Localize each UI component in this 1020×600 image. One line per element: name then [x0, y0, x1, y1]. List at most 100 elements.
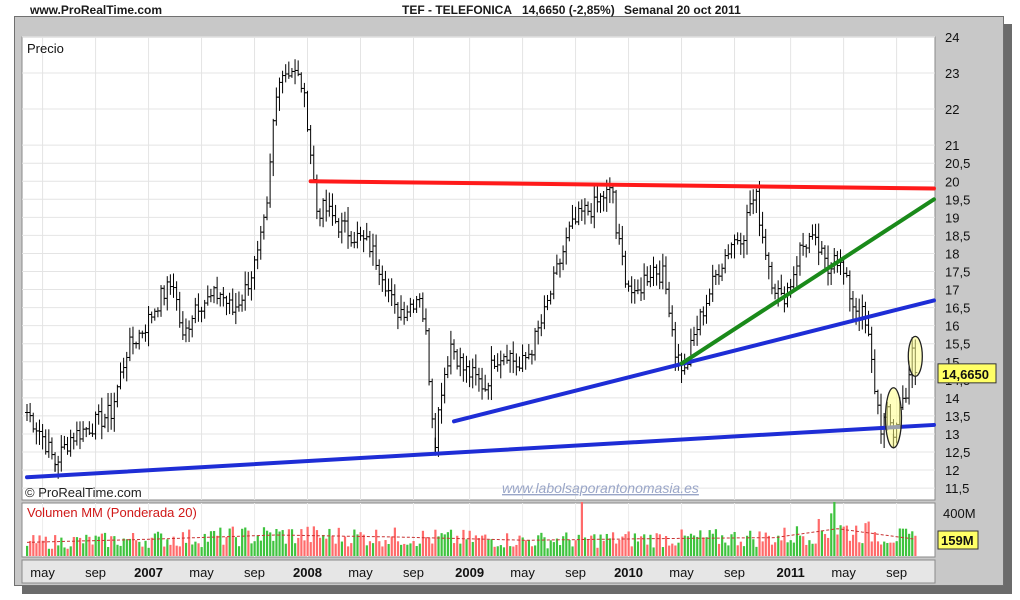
volume-bar [702, 537, 705, 556]
volume-bar [166, 539, 169, 556]
volume-bar [562, 536, 565, 556]
volume-bar [689, 533, 693, 556]
volume-bar [459, 543, 462, 556]
y-tick-label: 19 [945, 210, 959, 225]
volume-bar [705, 537, 708, 556]
volume-bar [306, 526, 309, 556]
volume-bar [228, 528, 231, 556]
volume-bar [421, 530, 425, 556]
volume-bar [234, 537, 238, 556]
site-label[interactable]: www.ProRealTime.com [30, 3, 163, 17]
volume-bar [318, 537, 322, 556]
volume-bar [147, 547, 150, 556]
volume-bar [191, 544, 194, 556]
y-tick-label: 20,5 [945, 156, 970, 171]
volume-bar [621, 536, 624, 556]
volume-bar [755, 546, 758, 556]
volume-bar [780, 540, 783, 556]
volume-bar [827, 537, 830, 556]
volume-bar [817, 518, 820, 556]
y-tick-label: 18,5 [945, 228, 970, 243]
volume-bar [141, 546, 144, 556]
volume-bar [281, 530, 284, 556]
last-volume-box [937, 530, 979, 550]
volume-bar [599, 534, 602, 556]
volume-bar [867, 521, 870, 556]
volume-bar [593, 534, 596, 556]
volume-bar [309, 542, 312, 556]
volume-bar [35, 543, 38, 556]
volume-bar [534, 545, 537, 556]
volume-bar [683, 535, 686, 556]
x-tick-label: sep [85, 565, 106, 580]
volume-bar [456, 535, 459, 556]
y-tick-label: 17,5 [945, 265, 970, 280]
y-tick-label: 20 [945, 174, 959, 189]
volume-bar [643, 534, 646, 556]
y-tick-label: 21 [945, 138, 959, 153]
volume-bar [736, 545, 739, 556]
x-tick-label: may [189, 565, 214, 580]
volume-bar [876, 541, 880, 556]
volume-bar [122, 538, 125, 556]
volume-bar [194, 541, 197, 556]
volume-bar [808, 540, 811, 556]
volume-bar [484, 534, 487, 556]
volume-bar [795, 526, 799, 556]
volume-bar [347, 546, 350, 556]
volume-bar [908, 533, 911, 556]
volume-bar [574, 540, 577, 556]
volume-bar [767, 535, 771, 556]
volume-bar [587, 539, 590, 556]
volume-bar [343, 536, 347, 556]
volume-bar [633, 533, 636, 556]
y-tick-label: 19,5 [945, 192, 970, 207]
volume-bar [512, 546, 515, 556]
volume-bar [805, 544, 808, 556]
volume-bar [752, 539, 755, 556]
volume-bar [839, 525, 842, 556]
volume-bar [855, 525, 858, 556]
volume-bar [169, 544, 172, 556]
x-tick-label: sep [724, 565, 745, 580]
volume-bar [428, 537, 431, 556]
y-tick-label: 14 [945, 391, 959, 406]
volume-bar [555, 538, 559, 556]
volume-bar [303, 540, 306, 556]
volume-bar [671, 543, 674, 556]
y-tick-label: 16,5 [945, 301, 970, 316]
y-tick-label: 24 [945, 30, 959, 45]
time-axis-panel [21, 559, 936, 584]
volume-bar [802, 536, 805, 556]
volume-bar [649, 534, 652, 556]
volume-bar [792, 542, 795, 556]
volume-bar [646, 544, 649, 556]
y-tick-label: 22 [945, 102, 959, 117]
volume-bar [627, 531, 630, 556]
volume-bar [583, 537, 587, 556]
volume-bar [774, 542, 777, 556]
volume-bar [515, 544, 518, 556]
volume-bar [904, 528, 908, 556]
volume-bar [636, 541, 640, 556]
volume-bar [443, 534, 446, 556]
volume-bar [350, 543, 353, 556]
volume-bar [661, 547, 665, 556]
volume-bar [390, 536, 393, 556]
volume-bar [247, 530, 250, 556]
volume-bar [365, 545, 368, 556]
volume-bar [883, 541, 886, 556]
volume-bar [244, 527, 247, 556]
volume-bar [895, 541, 898, 556]
volume-bar [163, 546, 166, 556]
volume-bar [387, 544, 390, 556]
volume-bar [107, 547, 110, 556]
volume-bar [219, 527, 222, 556]
price-panel-title: Precio [27, 41, 64, 56]
volume-bar [175, 545, 178, 556]
trendline-tendencia-alcista-2010 [679, 197, 936, 366]
volume-bar [468, 530, 471, 556]
trendline-resistencia [308, 179, 936, 191]
volume-bar [823, 534, 827, 556]
